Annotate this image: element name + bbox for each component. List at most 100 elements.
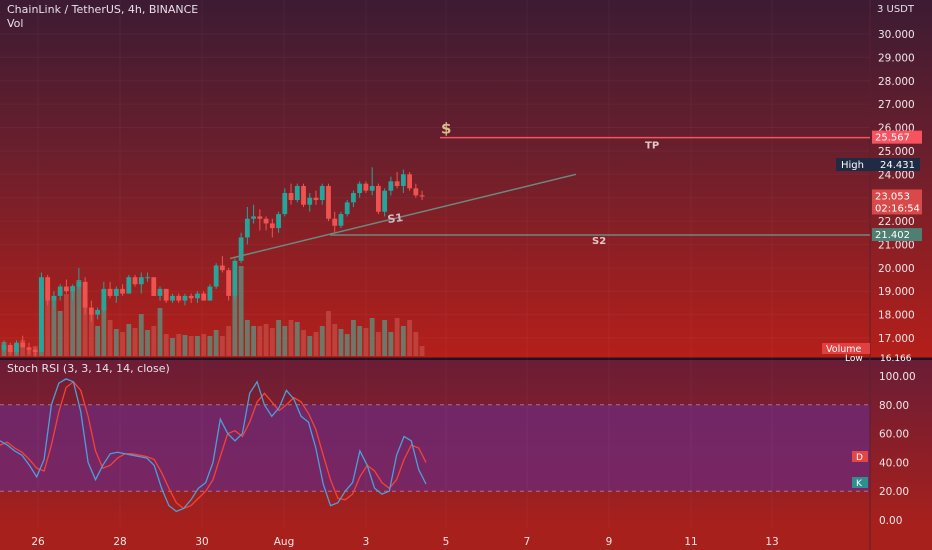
volume-bar [113,329,119,356]
volume-bar [363,328,369,356]
time-tick-label: 11 [684,536,697,548]
high-tag-bg [836,158,920,171]
countdown-tag-bg [872,201,922,215]
last-price-tag-bg [872,189,922,203]
k-tag-bg [852,477,868,488]
volume-bar [294,322,300,356]
price-tick-label: 28.000 [878,76,915,88]
volume-bar [307,336,313,356]
volume-bar [313,332,319,356]
main-pane-bg [0,0,932,358]
candle-body [288,193,294,201]
candle-body [207,286,213,301]
s2-price-tag: 21.402 [875,230,910,241]
candle-body [138,277,144,285]
rsi-tick-label: 0.00 [879,515,902,527]
candle-body [213,265,219,287]
candle-body [157,288,163,296]
tp-label: TP [645,141,659,152]
rsi-tick-label: 80.00 [879,400,909,412]
time-tick-label: Aug [274,536,295,548]
rsi-band [0,405,870,491]
volume-bar [419,346,425,356]
rsi-tick-label: 20.00 [879,486,909,498]
volume-bar [288,320,294,356]
candle-body [301,186,306,205]
volume-bar [151,326,157,356]
candle-body [95,309,100,315]
candle-body [326,186,331,219]
stoch-d-line [0,380,427,510]
stoch-rsi-title[interactable]: Stoch RSI (3, 3, 14, 14, close) [7,362,170,375]
grid [0,404,870,492]
candle-body [82,281,88,308]
volume-bar [413,332,419,356]
volume-bar [244,320,250,356]
volume-bar [226,326,232,356]
candle-body [176,295,182,301]
volume-bar [95,326,100,356]
time-tick-label: 7 [524,536,531,548]
candle-body [351,193,356,203]
candle-body [413,188,419,196]
volume-bar [157,308,163,356]
volume-bar [276,320,281,356]
candle-body [394,181,400,186]
price-tick-label: 18.000 [878,310,915,322]
candle-body [319,186,325,201]
rsi-tick-label: 100.00 [879,371,916,383]
candle-body [64,286,69,292]
currency-label: USDT [886,4,914,15]
volume-bar [88,314,94,356]
candle-body [201,293,207,301]
price-tick-label: 30.000 [878,29,915,41]
candle-body [344,202,350,215]
volume-bar [376,332,381,356]
candle-body [332,218,338,226]
candle-body [282,193,288,215]
volume-bar [101,306,107,356]
tp-price-tag: 25.567 [875,133,910,144]
candle-body [182,295,188,301]
candle-body [357,183,363,194]
candle-body [407,174,412,189]
candle-body [338,214,344,226]
volume-bar [107,320,113,356]
candle-body [113,288,119,296]
symbol-title[interactable]: ChainLink / TetherUS, 4h, BINANCE [7,3,199,16]
volume-bar [238,266,244,356]
candle-body [294,186,300,201]
candle-body [120,288,125,294]
volume-bar [263,324,269,356]
volume-bar [195,336,200,356]
price-tick-label: 24.000 [878,169,915,181]
candle-body [369,186,375,191]
volume-bar [207,336,213,356]
candle-body [39,277,44,353]
price-tick-label: 25.000 [878,146,915,158]
volume-bar [388,332,394,356]
candle-body [163,288,169,301]
tp-price-tag-bg [872,130,922,144]
volume-bar [82,301,88,356]
volume-bar [138,314,144,356]
volume-bar [326,311,331,356]
price-tick-label: 19.000 [878,286,915,298]
last-price-tag: 23.053 [875,191,910,202]
volume-bar [20,340,26,356]
volume-bar [357,326,363,356]
candle-body [107,288,113,296]
drawings[interactable]: $ TP S2 S1 [229,120,870,260]
time-tick-label: 9 [606,536,613,548]
candle-body [307,197,313,205]
volume-bar [126,324,132,356]
candle-body [126,277,132,294]
candle-body [70,286,76,292]
d-tag: D [856,453,863,463]
volume-bar [51,296,57,356]
k-tag: K [856,479,863,489]
volume-bar [76,280,82,356]
candle-body [232,260,238,296]
time-tick-label: 3 [363,536,370,548]
